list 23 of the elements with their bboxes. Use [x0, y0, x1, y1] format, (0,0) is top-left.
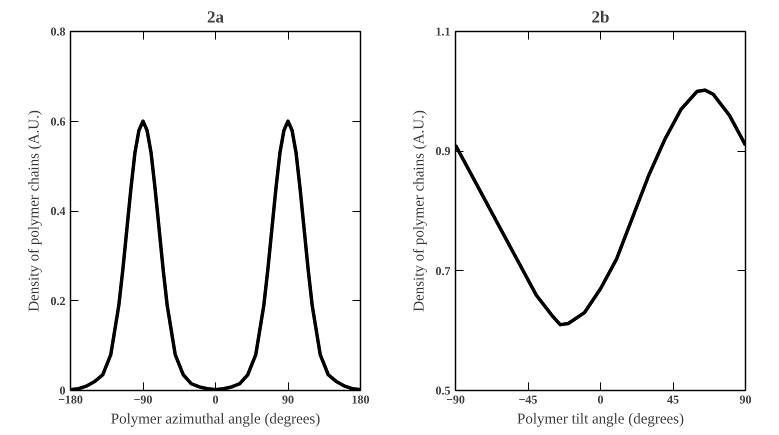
y-tick-label: 0.8 [50, 24, 66, 38]
y-axis-title: Density of polymer chains (A.U.) [412, 110, 428, 312]
y-tick-label: 0.6 [50, 114, 66, 128]
x-tick-label: 0 [598, 392, 604, 406]
y-tick-label: 1.1 [436, 24, 450, 38]
y-tick-label: 0.2 [50, 294, 66, 308]
x-tick-label: 90 [740, 392, 752, 406]
x-tick-label: 0 [212, 392, 218, 406]
x-tick-label: −45 [518, 392, 538, 406]
y-tick-label: 0.9 [436, 144, 450, 158]
y-axis-title: Density of polymer chains (A.U.) [26, 110, 42, 312]
y-tick-label: 0.7 [436, 264, 450, 278]
y-tick-label: 0 [60, 384, 66, 398]
chart-title: 2b [592, 8, 610, 26]
y-tick-label: 0.4 [50, 204, 66, 218]
x-tick-label: 180 [352, 392, 370, 406]
y-tick-label: 0.5 [436, 384, 450, 398]
x-axis-title: Polymer tilt angle (degrees) [516, 412, 684, 428]
x-tick-label: 90 [282, 392, 294, 406]
chart-title: 2a [207, 8, 224, 26]
x-tick-label: −90 [134, 392, 152, 406]
x-axis-title: Polymer azimuthal angle (degrees) [110, 412, 320, 428]
x-tick-label: 45 [667, 392, 679, 406]
